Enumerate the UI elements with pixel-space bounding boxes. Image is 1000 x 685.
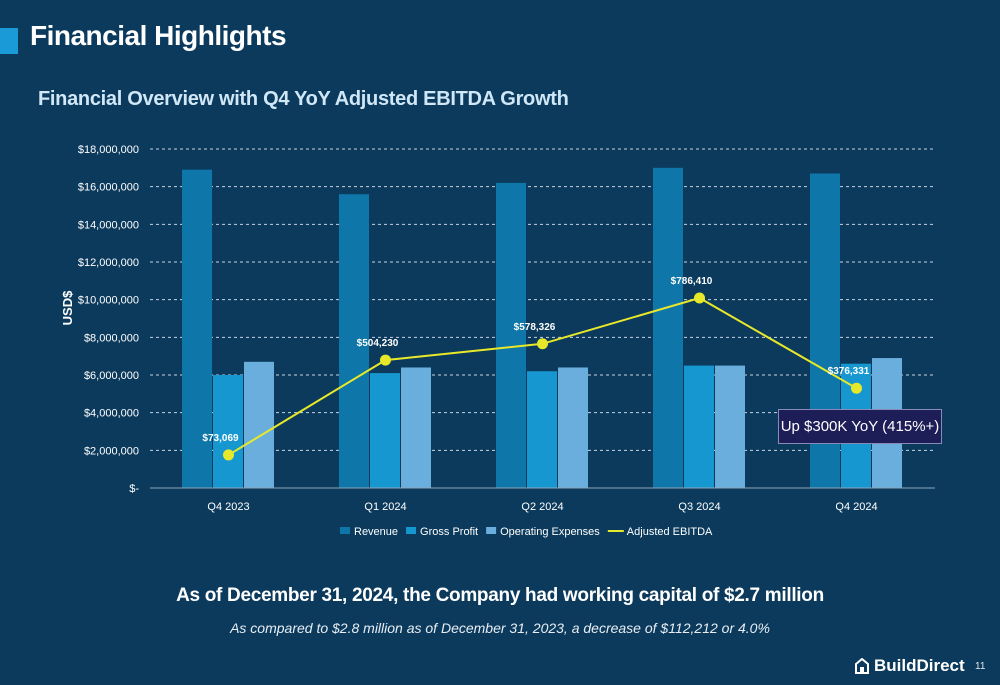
- adjusted-ebitda-data-label: $504,230: [357, 338, 399, 349]
- title-accent-bar: [0, 28, 18, 54]
- y-axis-label: USD$: [60, 290, 75, 325]
- y-axis-ticks: $- $2,000,000 $4,000,000 $6,000,000 $8,000,0…: [78, 144, 140, 495]
- revenue-legend-swatch: [340, 527, 350, 534]
- operating-expenses-bar: [558, 367, 588, 488]
- working-capital-headline: As of December 31, 2024, the Company had…: [176, 585, 824, 606]
- y-tick-label: $10,000,000: [78, 295, 139, 307]
- working-capital-comparison: As compared to $2.8 million as of Decemb…: [230, 620, 770, 636]
- x-tick-label: Q4 2023: [207, 501, 249, 513]
- adjusted-ebitda-point: [223, 449, 234, 461]
- y-tick-label: $2,000,000: [84, 445, 139, 457]
- revenue-bar: [496, 182, 526, 488]
- operating-expenses-bar: [244, 361, 274, 488]
- x-axis-ticks: Q4 2023 Q1 2024 Q2 2024 Q3 2024 Q4 2024: [207, 501, 877, 513]
- line-series: $73,069 $504,230 $578,326 $786,410 $376,331: [202, 276, 870, 461]
- revenue-bar: [339, 194, 369, 488]
- bar-series: [182, 167, 902, 489]
- x-tick-label: Q4 2024: [835, 501, 877, 513]
- adjusted-ebitda-point: [537, 338, 548, 350]
- gross-profit-legend-swatch: [406, 527, 417, 534]
- adjusted-ebitda-point: [694, 292, 705, 304]
- ebitda-growth-callout: Up $300K YoY (415%+): [778, 409, 942, 444]
- legend: Revenue Gross Profit Operating Expenses Adj…: [340, 526, 713, 538]
- revenue-bar: [182, 169, 212, 488]
- gross-profit-bar: [370, 373, 400, 488]
- gross-profit-bar: [213, 375, 243, 488]
- adjusted-ebitda-data-label: $578,326: [514, 322, 556, 333]
- house-icon: [855, 658, 869, 674]
- y-tick-label: $8,000,000: [84, 332, 139, 344]
- y-tick-label: $18,000,000: [78, 144, 139, 156]
- y-tick-label: $14,000,000: [78, 219, 139, 231]
- x-tick-label: Q3 2024: [678, 501, 720, 513]
- brand-logo: BuildDirect: [855, 656, 965, 676]
- chart-title: Financial Overview with Q4 YoY Adjusted …: [38, 88, 569, 110]
- adjusted-ebitda-legend-label: Adjusted EBITDA: [627, 526, 713, 538]
- y-tick-label: $6,000,000: [84, 370, 139, 382]
- operating-expenses-bar: [401, 367, 431, 488]
- y-tick-label: $12,000,000: [78, 257, 139, 269]
- y-tick-label: $4,000,000: [84, 408, 139, 420]
- gross-profit-bar: [684, 365, 714, 488]
- revenue-legend-label: Revenue: [354, 526, 398, 538]
- adjusted-ebitda-point: [380, 354, 391, 366]
- adjusted-ebitda-data-label: $376,331: [828, 366, 870, 377]
- y-tick-label: $16,000,000: [78, 182, 139, 194]
- adjusted-ebitda-data-label: $73,069: [202, 433, 239, 444]
- x-tick-label: Q2 2024: [521, 501, 563, 513]
- y-tick-label: $-: [129, 483, 139, 495]
- operating-expenses-bar: [715, 365, 745, 488]
- operating-expenses-legend-swatch: [486, 527, 497, 534]
- brand-name: BuildDirect: [874, 656, 965, 675]
- gross-profit-legend-label: Gross Profit: [420, 526, 478, 538]
- adjusted-ebitda-point: [851, 382, 862, 394]
- financial-overview-chart: $- $2,000,000 $4,000,000 $6,000,000 $8,000,0…: [60, 144, 935, 538]
- revenue-bar: [653, 167, 683, 489]
- x-tick-label: Q1 2024: [364, 501, 406, 513]
- adjusted-ebitda-data-label: $786,410: [671, 276, 713, 287]
- operating-expenses-legend-label: Operating Expenses: [500, 526, 600, 538]
- gross-profit-bar: [527, 371, 557, 488]
- page-number: 11: [975, 661, 986, 672]
- page-title: Financial Highlights: [30, 20, 287, 51]
